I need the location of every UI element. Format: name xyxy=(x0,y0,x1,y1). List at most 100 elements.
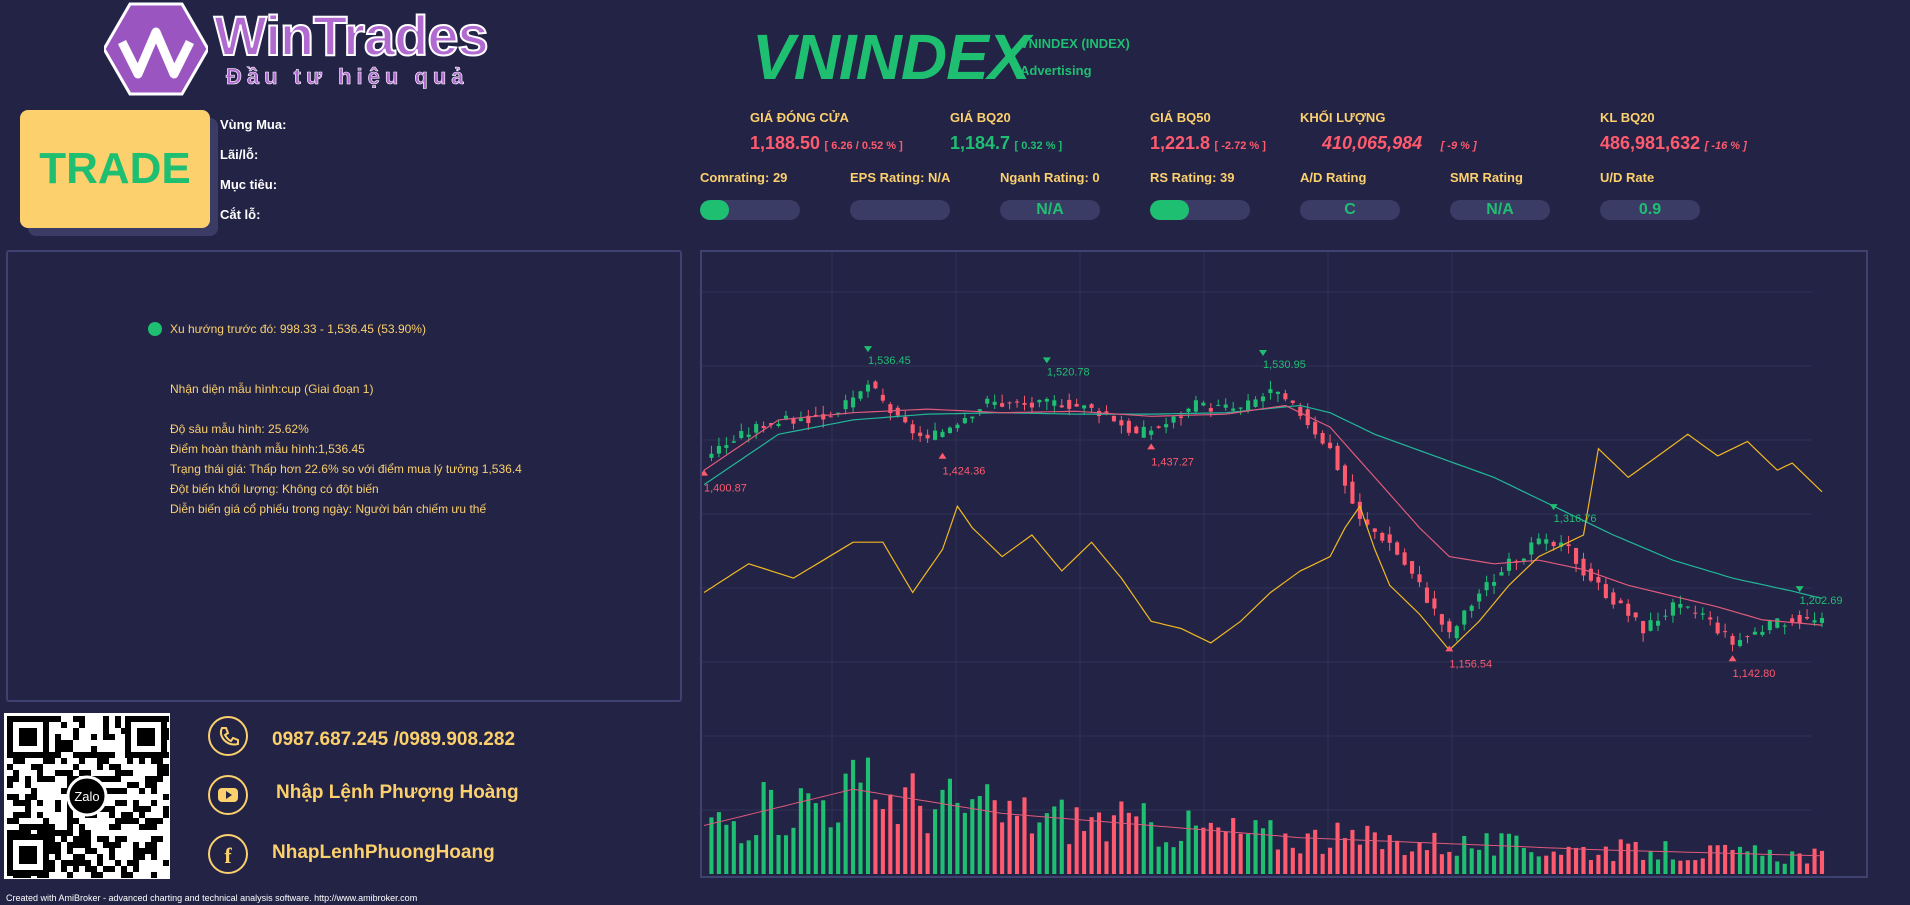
price-chart-svg: 1,536.45 1,520.78 1,530.95 1,400.87 1,424.36… xyxy=(700,252,1842,876)
candle-body xyxy=(1797,615,1802,624)
candle-body xyxy=(1171,416,1176,423)
close-price: 1,188.50 [ 6.26 / 0.52 % ] xyxy=(750,133,903,154)
volume-bar xyxy=(1663,841,1668,874)
qr-module xyxy=(79,716,85,722)
candle-body xyxy=(1410,561,1415,574)
candle-body xyxy=(1506,558,1512,571)
volume-bar xyxy=(1350,829,1355,874)
volume-bar xyxy=(1104,841,1109,874)
qr-module xyxy=(109,848,115,854)
volume-bar xyxy=(791,827,796,874)
volume-bar xyxy=(776,834,781,874)
ma50: 1,221.8 [ -2.72 % ] xyxy=(1150,133,1266,154)
qr-module xyxy=(7,818,13,824)
volume-bar xyxy=(1387,835,1392,874)
volume-bar xyxy=(1037,822,1042,874)
volume-bar xyxy=(1372,832,1377,874)
candle-body xyxy=(918,432,923,437)
volume-bar xyxy=(1648,851,1653,874)
candle-body xyxy=(1723,631,1728,633)
pnl-label: Lãi/lỗ: xyxy=(220,147,259,162)
youtube-icon[interactable] xyxy=(208,775,248,815)
qr-module xyxy=(127,812,133,818)
volume-bar xyxy=(1246,833,1251,874)
volume-bar xyxy=(1082,831,1087,874)
qr-module xyxy=(157,818,163,824)
candle-body xyxy=(1193,400,1198,412)
qr-module xyxy=(55,746,61,752)
qr-module xyxy=(103,758,109,764)
volume-bar xyxy=(1432,832,1437,874)
qr-module xyxy=(109,842,115,848)
volume-bar xyxy=(1126,812,1131,874)
price-annotation: 1,400.87 xyxy=(704,483,747,495)
qr-module xyxy=(103,728,109,734)
qr-module xyxy=(55,854,61,860)
qr-module xyxy=(91,746,97,752)
qr-module xyxy=(37,824,43,830)
candle-body xyxy=(888,404,893,413)
qr-module xyxy=(67,812,73,818)
volume-bar xyxy=(1320,853,1325,874)
qr-module xyxy=(67,872,73,878)
volume-bar xyxy=(828,827,833,874)
candle-body xyxy=(1633,612,1638,618)
candle-body xyxy=(1357,501,1362,519)
candle-body xyxy=(1380,532,1385,541)
qr-module xyxy=(157,758,163,764)
pattern-completion: Điểm hoàn thành mẫu hình:1,536.45 xyxy=(170,442,365,456)
qr-module xyxy=(79,830,85,836)
qr-module xyxy=(55,848,61,854)
qr-module xyxy=(139,806,145,812)
qr-module xyxy=(7,764,13,770)
candle-body xyxy=(754,424,759,433)
candle-body xyxy=(791,418,796,424)
volume-bar xyxy=(1290,847,1295,874)
qr-module xyxy=(55,800,61,806)
volume-ma20-label: KL BQ20 xyxy=(1600,110,1655,125)
qr-module xyxy=(67,740,73,746)
volume-bar xyxy=(1238,833,1243,874)
volume-bar xyxy=(746,840,751,874)
qr-module xyxy=(61,866,67,872)
volume-bar xyxy=(1566,846,1571,874)
volume-bar xyxy=(1022,797,1027,874)
volume-bar xyxy=(843,773,848,874)
volume-bar xyxy=(1357,844,1362,874)
qr-module xyxy=(25,776,31,782)
price-status: Trạng thái giá: Thấp hơn 22.6% so với đi… xyxy=(170,462,522,476)
qr-module xyxy=(109,776,115,782)
qr-module xyxy=(121,800,127,806)
price-annotation: 1,424.36 xyxy=(943,466,986,478)
candle-body xyxy=(1477,593,1482,602)
rating-bar-fill xyxy=(700,200,729,220)
rating-value: N/A xyxy=(1036,201,1064,218)
symbol-full-name: VNINDEX (INDEX) xyxy=(1020,36,1130,51)
volume-bar xyxy=(1708,845,1713,874)
candle-body xyxy=(1767,620,1772,631)
qr-module xyxy=(67,860,73,866)
volume-bar xyxy=(1447,851,1452,874)
youtube-channel[interactable]: Nhập Lệnh Phượng Hoàng xyxy=(276,782,519,803)
volume-bar xyxy=(1626,843,1631,874)
qr-module xyxy=(151,824,157,830)
volume-bar xyxy=(769,789,774,874)
volume-bar xyxy=(1790,851,1795,874)
candle-body xyxy=(851,397,856,408)
candle-body xyxy=(843,400,848,410)
candle-body xyxy=(746,434,751,437)
candle-body xyxy=(925,434,930,439)
volume-bar xyxy=(1641,859,1646,874)
candle-body xyxy=(1678,603,1683,608)
phone-numbers[interactable]: 0987.687.245 /0989.908.282 xyxy=(272,729,516,750)
phone-icon[interactable] xyxy=(208,716,248,756)
facebook-icon[interactable]: f xyxy=(208,834,248,874)
price-annotation: 1,142.80 xyxy=(1733,668,1776,680)
qr-module xyxy=(79,758,85,764)
qr-module xyxy=(133,818,139,824)
qr-module xyxy=(25,794,31,800)
volume-bar xyxy=(888,794,893,874)
facebook-page[interactable]: NhapLenhPhuongHoang xyxy=(272,842,495,863)
volume-bar xyxy=(1395,840,1400,874)
volume-bar xyxy=(1305,833,1310,874)
